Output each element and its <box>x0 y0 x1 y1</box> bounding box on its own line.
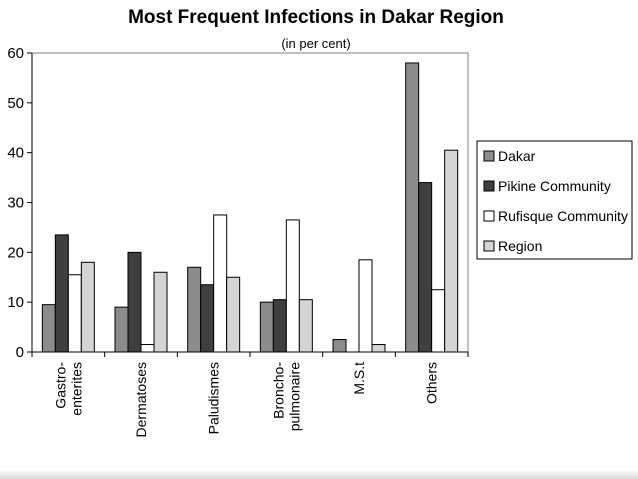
y-tick-label: 10 <box>7 294 24 311</box>
bar <box>67 274 82 353</box>
bar <box>298 299 313 353</box>
x-tick-label-line: Paludismes <box>206 362 222 434</box>
legend-swatch <box>483 210 495 222</box>
legend-entry: Pikine Community <box>498 178 611 194</box>
bar <box>285 219 300 353</box>
plot-frame <box>31 52 469 353</box>
bar <box>41 304 56 353</box>
bar <box>431 289 446 353</box>
bar <box>200 284 215 353</box>
bar <box>114 306 129 353</box>
bar <box>259 301 274 353</box>
x-tick-label: M.S.t <box>351 362 367 395</box>
x-tick-label: Dermatoses <box>133 362 149 437</box>
bar <box>153 271 168 353</box>
x-tick-label-line: Broncho- <box>270 362 286 419</box>
legend-swatch <box>483 240 495 252</box>
legend-entry: Region <box>498 238 542 254</box>
x-tick-label: Gastro-enterites <box>52 362 84 416</box>
bar <box>358 259 373 353</box>
x-tick-label-line: pulmonaire <box>286 362 302 431</box>
bar <box>213 214 228 353</box>
legend-entry: Dakar <box>498 148 536 164</box>
x-tick-label: Others <box>424 362 440 404</box>
y-tick-label: 60 <box>7 45 24 62</box>
bar <box>226 276 241 353</box>
bar <box>54 234 69 353</box>
legend-entry: Rufisque Community <box>498 208 628 224</box>
x-tick-label-line: Dermatoses <box>133 362 149 437</box>
legend-box <box>476 140 633 260</box>
bar <box>140 344 155 353</box>
x-tick-label-line: enterites <box>68 362 84 416</box>
x-tick-label: Broncho-pulmonaire <box>270 362 302 432</box>
bar <box>418 182 433 353</box>
x-tick-label-line: Gastro- <box>52 362 68 409</box>
y-tick-label: 20 <box>7 244 24 261</box>
bar <box>187 266 202 353</box>
legend-swatch <box>483 180 495 192</box>
legend-swatch <box>483 150 495 162</box>
x-tick-label-line: M.S.t <box>351 362 367 395</box>
bar <box>332 339 347 353</box>
slide-bottom-edge <box>0 470 638 479</box>
bar <box>127 251 142 353</box>
y-tick-label: 40 <box>7 145 24 162</box>
bar <box>371 344 386 353</box>
bar <box>405 62 420 353</box>
bar <box>272 299 287 353</box>
chart-subtitle: (in per cent) <box>281 36 350 51</box>
y-tick-label: 0 <box>16 344 24 361</box>
x-tick-label: Paludismes <box>206 362 222 434</box>
bar <box>80 261 95 353</box>
x-tick-label-line: Others <box>424 362 440 404</box>
bar <box>444 149 459 353</box>
legend: Dakar Pikine Community Rufisque Community R… <box>476 140 633 260</box>
chart-title: Most Frequent Infections in Dakar Region <box>128 7 504 28</box>
y-tick-label: 30 <box>7 195 24 212</box>
y-tick-label: 50 <box>7 95 24 112</box>
plot-area: 0 10 20 30 40 50 60 Gastro-enterites Dermatoses P… <box>7 45 469 437</box>
